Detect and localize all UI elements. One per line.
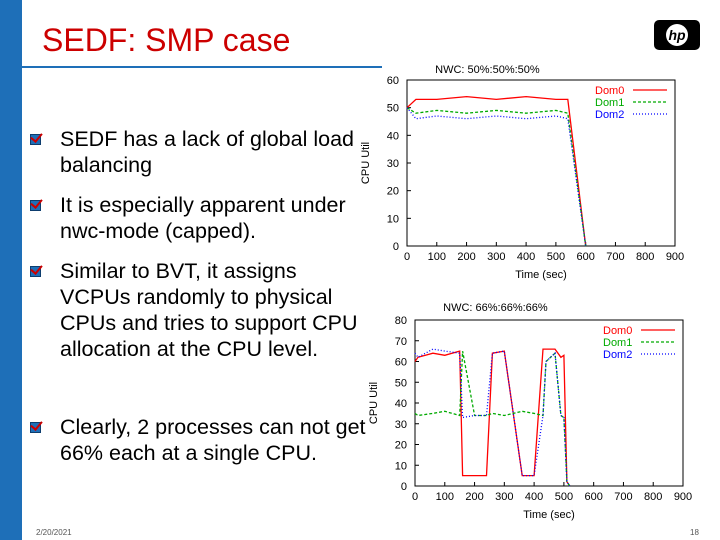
legend-label: Dom2 bbox=[603, 349, 632, 361]
checkbox-bullet-icon bbox=[30, 134, 41, 145]
x-tick-label: 400 bbox=[517, 251, 535, 263]
series-line-dom0 bbox=[406, 95, 587, 247]
x-tick-label: 800 bbox=[636, 251, 654, 263]
x-tick-label: 300 bbox=[487, 251, 505, 263]
cpu-util-chart-nwc66: NWC: 66%:66%:66%0 100 200 300 400 500 600 700 80… bbox=[368, 302, 692, 521]
y-tick-label: 10 bbox=[387, 213, 399, 225]
y-tick-label: 20 bbox=[395, 440, 407, 452]
y-tick-label: 80 bbox=[395, 315, 407, 327]
series-line-dom2 bbox=[414, 348, 571, 487]
chart-title: NWC: 66%:66%:66% bbox=[443, 302, 548, 314]
x-tick-label: 600 bbox=[584, 491, 602, 503]
y-tick-label: 40 bbox=[387, 130, 399, 142]
y-tick-label: 70 bbox=[395, 336, 407, 348]
y-tick-label: 0 bbox=[393, 241, 399, 253]
legend-label: Dom1 bbox=[595, 97, 624, 109]
hp-logo-text: hp bbox=[668, 27, 686, 43]
slide-title: SEDF: SMP case bbox=[42, 22, 291, 58]
x-tick-label: 300 bbox=[495, 491, 513, 503]
x-tick-label: 200 bbox=[457, 251, 475, 263]
x-tick-label: 0 bbox=[404, 251, 410, 263]
y-axis-label: CPU Util bbox=[368, 382, 380, 424]
x-tick-label: 400 bbox=[525, 491, 543, 503]
legend-label: Dom1 bbox=[603, 337, 632, 349]
series-line-dom1 bbox=[406, 107, 587, 247]
y-tick-label: 10 bbox=[395, 460, 407, 472]
chart-title: NWC: 50%:50%:50% bbox=[435, 64, 540, 76]
cpu-util-chart-nwc50: NWC: 50%:50%:50%0 100 200 300 400 500 600 700 80… bbox=[360, 64, 684, 281]
plot-frame bbox=[406, 79, 676, 247]
y-tick-label: 50 bbox=[387, 103, 399, 115]
y-tick-label: 0 bbox=[401, 481, 407, 493]
bullet-item: It is especially apparent under nwc-mode… bbox=[30, 192, 370, 244]
bullet-text: SEDF has a lack of global load balancing bbox=[60, 127, 354, 177]
series-line-dom0 bbox=[414, 348, 571, 487]
x-tick-label: 700 bbox=[606, 251, 624, 263]
y-tick-label: 50 bbox=[395, 377, 407, 389]
x-tick-label: 900 bbox=[674, 491, 692, 503]
x-tick-label: 900 bbox=[666, 251, 684, 263]
left-accent-bar bbox=[0, 0, 22, 540]
legend-label: Dom0 bbox=[603, 325, 632, 337]
y-tick-label: 40 bbox=[395, 398, 407, 410]
x-tick-label: 200 bbox=[465, 491, 483, 503]
y-tick-label: 20 bbox=[387, 186, 399, 198]
title-underline bbox=[22, 66, 382, 68]
hp-logo: hp bbox=[654, 20, 700, 50]
series-line-dom1 bbox=[414, 350, 571, 487]
legend-label: Dom2 bbox=[595, 109, 624, 121]
series-line-dom2 bbox=[406, 107, 587, 247]
x-tick-label: 100 bbox=[436, 491, 454, 503]
y-tick-label: 30 bbox=[395, 419, 407, 431]
bullet-text: Clearly, 2 processes can not get 66% eac… bbox=[60, 415, 366, 465]
x-tick-label: 500 bbox=[555, 491, 573, 503]
plot-frame bbox=[414, 319, 684, 487]
x-axis-label: Time (sec) bbox=[523, 509, 575, 521]
checkbox-bullet-icon bbox=[30, 422, 41, 433]
bullet-text: It is especially apparent under nwc-mode… bbox=[60, 193, 346, 243]
footer-date: 2/20/2021 bbox=[36, 528, 72, 537]
bullet-text: Similar to BVT, it assigns VCPUs randoml… bbox=[60, 259, 358, 361]
x-axis-label: Time (sec) bbox=[515, 269, 567, 281]
checkbox-bullet-icon bbox=[30, 200, 41, 211]
y-tick-label: 60 bbox=[387, 75, 399, 87]
y-tick-label: 30 bbox=[387, 158, 399, 170]
bullet-item: Similar to BVT, it assigns VCPUs randoml… bbox=[30, 258, 370, 362]
x-tick-label: 500 bbox=[547, 251, 565, 263]
bullet-item: Clearly, 2 processes can not get 66% eac… bbox=[30, 414, 370, 466]
checkbox-bullet-icon bbox=[30, 266, 41, 277]
bullet-item: SEDF has a lack of global load balancing bbox=[30, 126, 370, 178]
footer-page-number: 18 bbox=[690, 528, 699, 537]
x-tick-label: 100 bbox=[428, 251, 446, 263]
bullet-list: SEDF has a lack of global load balancing… bbox=[30, 126, 370, 480]
x-tick-label: 800 bbox=[644, 491, 662, 503]
y-tick-label: 60 bbox=[395, 357, 407, 369]
x-tick-label: 0 bbox=[412, 491, 418, 503]
legend-label: Dom0 bbox=[595, 85, 624, 97]
y-axis-label: CPU Util bbox=[360, 142, 372, 184]
x-tick-label: 600 bbox=[576, 251, 594, 263]
x-tick-label: 700 bbox=[614, 491, 632, 503]
